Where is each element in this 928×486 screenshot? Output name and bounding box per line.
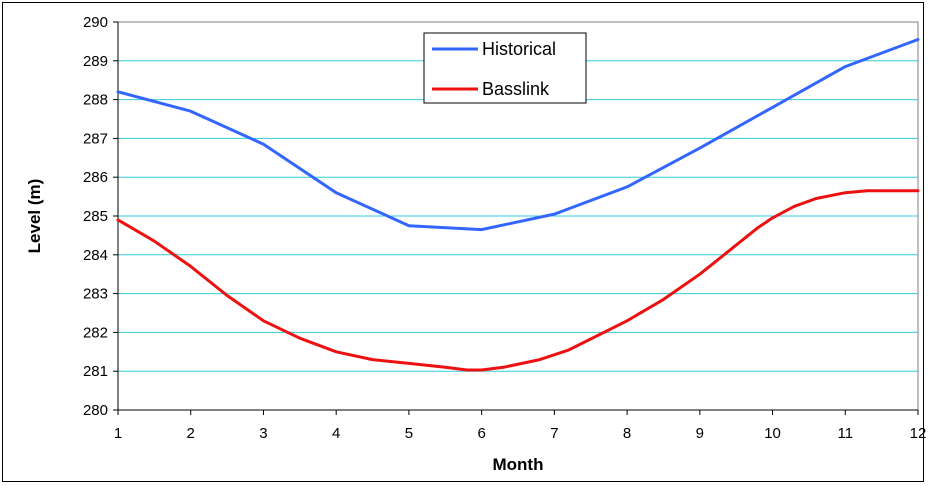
axes [113, 21, 919, 415]
y-tick-label: 289 [83, 53, 108, 70]
y-tick-label: 280 [83, 402, 108, 419]
y-tick-label: 287 [83, 130, 108, 147]
x-tick-label: 9 [696, 425, 704, 442]
x-tick-label: 7 [550, 425, 558, 442]
y-tick-label: 285 [83, 208, 108, 225]
x-tick-label: 2 [187, 425, 195, 442]
legend-label-historical: Historical [482, 39, 556, 59]
y-axis-title: Level (m) [25, 179, 44, 254]
legend: Historical Basslink [423, 32, 587, 104]
x-tick-label: 3 [259, 425, 267, 442]
legend-label-basslink: Basslink [482, 79, 550, 99]
x-tick-label: 11 [837, 425, 853, 442]
series-line-historical [116, 38, 920, 232]
x-axis-title: Month [493, 455, 544, 474]
y-tick-label: 283 [83, 286, 108, 303]
y-tick-label: 284 [83, 247, 108, 264]
x-tick-label: 12 [910, 425, 927, 442]
x-tick-label: 6 [477, 425, 485, 442]
y-tick-label: 288 [83, 92, 108, 109]
y-tick-label: 281 [83, 363, 108, 380]
x-tick-label: 8 [623, 425, 631, 442]
x-tick-label: 10 [764, 425, 781, 442]
x-tick-label: 5 [405, 425, 413, 442]
series-line-basslink [116, 189, 920, 372]
x-tick-label: 1 [114, 425, 122, 442]
series-lines [116, 38, 920, 372]
legend-box [423, 32, 587, 104]
x-tick-label: 4 [332, 425, 340, 442]
y-tick-label: 290 [83, 14, 108, 31]
y-tick-label: 286 [83, 169, 108, 186]
y-tick-label: 282 [83, 324, 108, 341]
